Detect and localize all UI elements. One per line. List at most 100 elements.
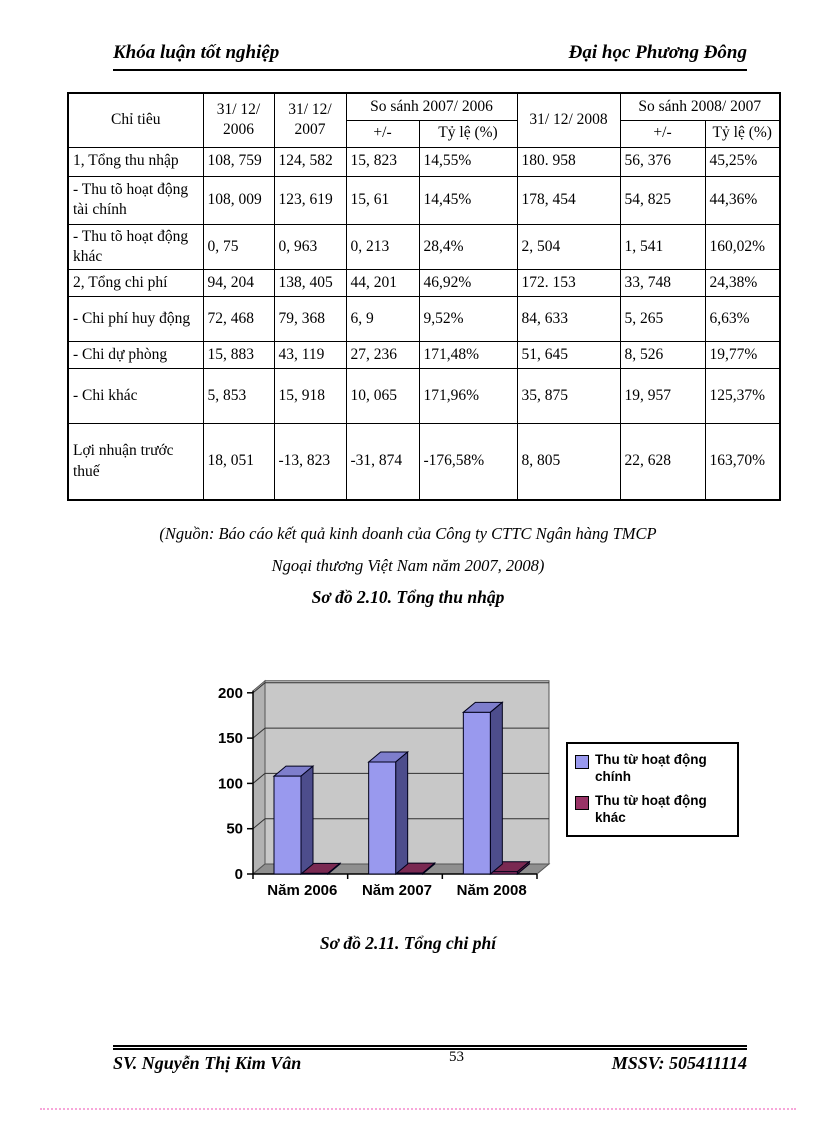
value-cell: 6, 9 xyxy=(345,295,420,342)
value-cell: -13, 823 xyxy=(273,422,347,501)
table-row: - Chi phí huy động 72, 468 79, 368 6, 9 9,52… xyxy=(67,295,781,342)
value-cell: 171,48% xyxy=(418,340,518,369)
row-label-cell: Lợi nhuận trước thuế xyxy=(67,422,204,501)
value-cell: 0, 75 xyxy=(202,223,275,270)
legend-item: Thu từ hoạt động khác xyxy=(575,793,733,827)
y-axis-label: 100 xyxy=(218,775,243,792)
value-cell: 172. 153 xyxy=(516,268,621,297)
bar-chart: 0 50 100 150 200 Năm 2006 Năm 2007 Năm 2008 Thu… xyxy=(190,668,760,918)
footer-rule xyxy=(113,1045,747,1050)
value-cell: 46,92% xyxy=(418,268,518,297)
row-label-cell: - Thu tõ hoạt động tài chính xyxy=(67,175,204,225)
x-category-label: Năm 2006 xyxy=(267,882,337,899)
value-cell: 125,37% xyxy=(704,367,781,424)
col-header-ty-le-1: Tỷ lệ (%) xyxy=(418,119,518,148)
value-cell: -31, 874 xyxy=(345,422,420,501)
page-header: Khóa luận tốt nghiệp Đại học Phương Đông xyxy=(113,42,747,71)
bar-front xyxy=(273,775,302,875)
page-footer: SV. Nguyễn Thị Kim Vân 53 MSSV: 50541111… xyxy=(113,1049,747,1074)
legend-item: Thu từ hoạt động chính xyxy=(575,752,733,786)
value-cell: 18, 051 xyxy=(202,422,275,501)
value-cell: 0, 213 xyxy=(345,223,420,270)
bar-front xyxy=(489,871,518,875)
x-category-label: Năm 2008 xyxy=(457,882,527,899)
gridline xyxy=(252,773,266,784)
value-cell: 43, 119 xyxy=(273,340,347,369)
value-cell: 5, 853 xyxy=(202,367,275,424)
value-cell: 6,63% xyxy=(704,295,781,342)
x-category-label: Năm 2007 xyxy=(362,882,432,899)
page-number: 53 xyxy=(449,1049,464,1065)
legend-label: Thu từ hoạt động chính xyxy=(595,752,707,784)
row-label-cell: - Chi phí huy động xyxy=(67,295,204,342)
table-row: Lợi nhuận trước thuế 18, 051 -13, 823 -31, … xyxy=(67,422,781,501)
table-row: - Thu tõ hoạt động khác 0, 75 0, 963 0, 213… xyxy=(67,223,781,270)
value-cell: 14,55% xyxy=(418,146,518,177)
financial-table: Chỉ tiêu 31/ 12/ 2006 31/ 12/ 2007 So sá… xyxy=(67,92,781,502)
header-right-text: Đại học Phương Đông xyxy=(568,42,747,63)
value-cell: 56, 376 xyxy=(619,146,706,177)
value-cell: 24,38% xyxy=(704,268,781,297)
value-cell: 15, 61 xyxy=(345,175,420,225)
value-cell: 79, 368 xyxy=(273,295,347,342)
table-row: - Thu tõ hoạt động tài chính 108, 009 123,… xyxy=(67,175,781,225)
col-header-chi-tieu: Chỉ tiêu xyxy=(67,92,204,148)
col-header-2006: 31/ 12/ 2006 xyxy=(202,92,275,148)
value-cell: 5, 265 xyxy=(619,295,706,342)
value-cell: 123, 619 xyxy=(273,175,347,225)
y-axis-label: 0 xyxy=(235,866,243,883)
value-cell: 44, 201 xyxy=(345,268,420,297)
value-cell: 15, 883 xyxy=(202,340,275,369)
table-row: 1, Tổng thu nhập 108, 759 124, 582 15, 823 1… xyxy=(67,146,781,177)
bar-front xyxy=(395,872,424,875)
value-cell: 163,70% xyxy=(704,422,781,501)
bar-side xyxy=(395,750,409,876)
y-axis-label: 50 xyxy=(226,821,243,838)
row-label-cell: 2, Tổng chi phí xyxy=(67,268,204,297)
footer-mssv: MSSV: 505411114 xyxy=(611,1053,747,1073)
col-header-plus-minus-1: +/- xyxy=(345,119,420,148)
legend-label: Thu từ hoạt động khác xyxy=(595,792,707,825)
value-cell: 178, 454 xyxy=(516,175,621,225)
row-label-cell: - Chi khác xyxy=(67,367,204,424)
chart-left-wall xyxy=(252,679,266,876)
value-cell: -176,58% xyxy=(418,422,518,501)
col-header-ty-le-2: Tỷ lệ (%) xyxy=(704,119,781,148)
gridline xyxy=(252,682,266,694)
col-header-ss-2008-2007: So sánh 2008/ 2007 xyxy=(619,92,781,121)
value-cell: 44,36% xyxy=(704,175,781,225)
bar-front xyxy=(300,872,329,875)
value-cell: 2, 504 xyxy=(516,223,621,270)
value-cell: 94, 204 xyxy=(202,268,275,297)
value-cell: 54, 825 xyxy=(619,175,706,225)
value-cell: 33, 748 xyxy=(619,268,706,297)
gridline xyxy=(252,818,266,830)
footer-author: SV. Nguyễn Thị Kim Vân xyxy=(113,1053,302,1073)
value-cell: 15, 823 xyxy=(345,146,420,177)
value-cell: 35, 875 xyxy=(516,367,621,424)
value-cell: 160,02% xyxy=(704,223,781,270)
value-cell: 180. 958 xyxy=(516,146,621,177)
value-cell: 108, 759 xyxy=(202,146,275,177)
value-cell: 1, 541 xyxy=(619,223,706,270)
y-axis-label: 200 xyxy=(218,685,243,702)
y-axis-label: 150 xyxy=(218,730,243,747)
col-header-plus-minus-2: +/- xyxy=(619,119,706,148)
table-head: Chỉ tiêu 31/ 12/ 2006 31/ 12/ 2007 So sá… xyxy=(67,92,781,148)
value-cell: 14,45% xyxy=(418,175,518,225)
value-cell: 8, 526 xyxy=(619,340,706,369)
value-cell: 108, 009 xyxy=(202,175,275,225)
value-cell: 124, 582 xyxy=(273,146,347,177)
value-cell: 28,4% xyxy=(418,223,518,270)
value-cell: 84, 633 xyxy=(516,295,621,342)
table-body: 1, Tổng thu nhập 108, 759 124, 582 15, 823 1… xyxy=(67,146,781,501)
row-label-cell: 1, Tổng thu nhập xyxy=(67,146,204,177)
value-cell: 10, 065 xyxy=(345,367,420,424)
bar-front xyxy=(368,761,397,875)
legend-swatch-icon xyxy=(575,795,589,810)
source-note-line1: (Nguồn: Báo cáo kết quả kinh doanh của C… xyxy=(159,524,657,543)
caption-so-do-2-11: Sơ đồ 2.11. Tổng chi phí xyxy=(319,933,497,953)
chart-canvas: 0 50 100 150 200 Năm 2006 Năm 2007 Năm 2008 xyxy=(218,679,551,899)
gridline xyxy=(252,727,266,739)
